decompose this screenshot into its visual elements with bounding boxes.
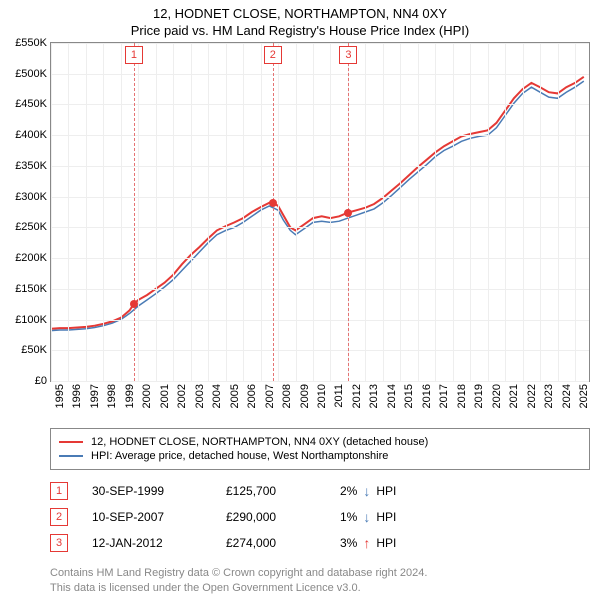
- transaction-row: 3 12-JAN-2012 £274,000 3% ↑ HPI: [50, 530, 590, 556]
- footer-line-2: This data is licensed under the Open Gov…: [50, 581, 590, 596]
- y-tick-label: £500K: [15, 68, 51, 80]
- y-tick-label: £550K: [15, 37, 51, 49]
- x-tick-label: 2011: [333, 384, 345, 408]
- x-tick-label: 1997: [89, 384, 101, 408]
- y-tick-label: £400K: [15, 129, 51, 141]
- y-tick-label: £300K: [15, 191, 51, 203]
- legend: 12, HODNET CLOSE, NORTHAMPTON, NN4 0XY (…: [50, 428, 590, 470]
- x-tick-label: 2019: [473, 384, 485, 408]
- transaction-row: 1 30-SEP-1999 £125,700 2% ↓ HPI: [50, 478, 590, 504]
- x-tick-label: 2017: [438, 384, 450, 408]
- arrow-down-icon: ↓: [363, 510, 370, 524]
- x-tick-label: 1999: [124, 384, 136, 408]
- x-tick-label: 2025: [578, 384, 590, 408]
- legend-swatch: [59, 441, 83, 443]
- price-dot-2: [269, 199, 277, 207]
- x-tick-label: 2006: [246, 384, 258, 408]
- transaction-date: 30-SEP-1999: [92, 484, 202, 498]
- chart-subtitle: Price paid vs. HM Land Registry's House …: [0, 21, 600, 42]
- x-tick-label: 2024: [561, 384, 573, 408]
- x-tick-label: 1998: [106, 384, 118, 408]
- footer-line-1: Contains HM Land Registry data © Crown c…: [50, 566, 590, 581]
- transaction-diff: 3% ↑ HPI: [340, 536, 396, 550]
- arrow-up-icon: ↑: [363, 536, 370, 550]
- legend-item: HPI: Average price, detached house, West…: [59, 449, 581, 463]
- chart-title: 12, HODNET CLOSE, NORTHAMPTON, NN4 0XY: [0, 0, 600, 21]
- y-tick-label: £150K: [15, 283, 51, 295]
- diff-label: HPI: [376, 484, 396, 498]
- transaction-marker: 2: [50, 508, 68, 526]
- x-tick-label: 1995: [54, 384, 66, 408]
- x-tick-label: 2001: [159, 384, 171, 408]
- price-marker-1: 1: [125, 46, 143, 64]
- y-tick-label: £250K: [15, 221, 51, 233]
- transaction-price: £125,700: [226, 484, 316, 498]
- transaction-marker: 1: [50, 482, 68, 500]
- x-tick-label: 2005: [229, 384, 241, 408]
- x-tick-label: 2020: [491, 384, 503, 408]
- legend-swatch: [59, 455, 83, 457]
- y-tick-label: £0: [35, 375, 51, 387]
- legend-item: 12, HODNET CLOSE, NORTHAMPTON, NN4 0XY (…: [59, 435, 581, 449]
- price-dot-1: [130, 300, 138, 308]
- x-tick-label: 2013: [368, 384, 380, 408]
- chart-container: 12, HODNET CLOSE, NORTHAMPTON, NN4 0XY P…: [0, 0, 600, 590]
- y-tick-label: £200K: [15, 252, 51, 264]
- x-tick-label: 2010: [316, 384, 328, 408]
- x-tick-label: 2009: [299, 384, 311, 408]
- x-axis-ticks: 1995 1996 1997 1998 1999 2000 2001 2002 2003 2004…: [50, 382, 590, 422]
- legend-label: HPI: Average price, detached house, West…: [91, 450, 388, 462]
- y-tick-label: £350K: [15, 160, 51, 172]
- x-tick-label: 2023: [543, 384, 555, 408]
- transaction-price: £290,000: [226, 510, 316, 524]
- x-tick-label: 1996: [71, 384, 83, 408]
- transaction-date: 12-JAN-2012: [92, 536, 202, 550]
- transaction-date: 10-SEP-2007: [92, 510, 202, 524]
- x-tick-label: 2022: [526, 384, 538, 408]
- series-hpi: [51, 81, 584, 331]
- plot-area: £0£50K£100K£150K£200K£250K£300K£350K£400…: [50, 42, 590, 382]
- transactions-table: 1 30-SEP-1999 £125,700 2% ↓ HPI 2 10-SEP-2007 £2…: [50, 478, 590, 556]
- transaction-marker: 3: [50, 534, 68, 552]
- price-dot-3: [344, 209, 352, 217]
- x-tick-label: 2015: [403, 384, 415, 408]
- footer-attribution: Contains HM Land Registry data © Crown c…: [50, 566, 590, 597]
- legend-label: 12, HODNET CLOSE, NORTHAMPTON, NN4 0XY (…: [91, 436, 428, 448]
- x-tick-label: 2004: [211, 384, 223, 408]
- y-tick-label: £450K: [15, 98, 51, 110]
- x-tick-label: 2014: [386, 384, 398, 408]
- diff-percent: 1%: [340, 510, 357, 524]
- x-tick-label: 2007: [264, 384, 276, 408]
- arrow-down-icon: ↓: [363, 484, 370, 498]
- y-tick-label: £50K: [21, 344, 51, 356]
- series-layer: [51, 43, 589, 381]
- price-marker-3: 3: [339, 46, 357, 64]
- transaction-price: £274,000: [226, 536, 316, 550]
- x-tick-label: 2000: [141, 384, 153, 408]
- x-tick-label: 2021: [508, 384, 520, 408]
- diff-label: HPI: [376, 536, 396, 550]
- transaction-diff: 1% ↓ HPI: [340, 510, 396, 524]
- transaction-diff: 2% ↓ HPI: [340, 484, 396, 498]
- diff-percent: 2%: [340, 484, 357, 498]
- diff-label: HPI: [376, 510, 396, 524]
- diff-percent: 3%: [340, 536, 357, 550]
- x-tick-label: 2002: [176, 384, 188, 408]
- price-marker-2: 2: [264, 46, 282, 64]
- x-tick-label: 2018: [456, 384, 468, 408]
- x-tick-label: 2016: [421, 384, 433, 408]
- transaction-row: 2 10-SEP-2007 £290,000 1% ↓ HPI: [50, 504, 590, 530]
- x-tick-label: 2008: [281, 384, 293, 408]
- x-tick-label: 2012: [351, 384, 363, 408]
- x-tick-label: 2003: [194, 384, 206, 408]
- y-tick-label: £100K: [15, 314, 51, 326]
- series-price_paid: [51, 77, 584, 329]
